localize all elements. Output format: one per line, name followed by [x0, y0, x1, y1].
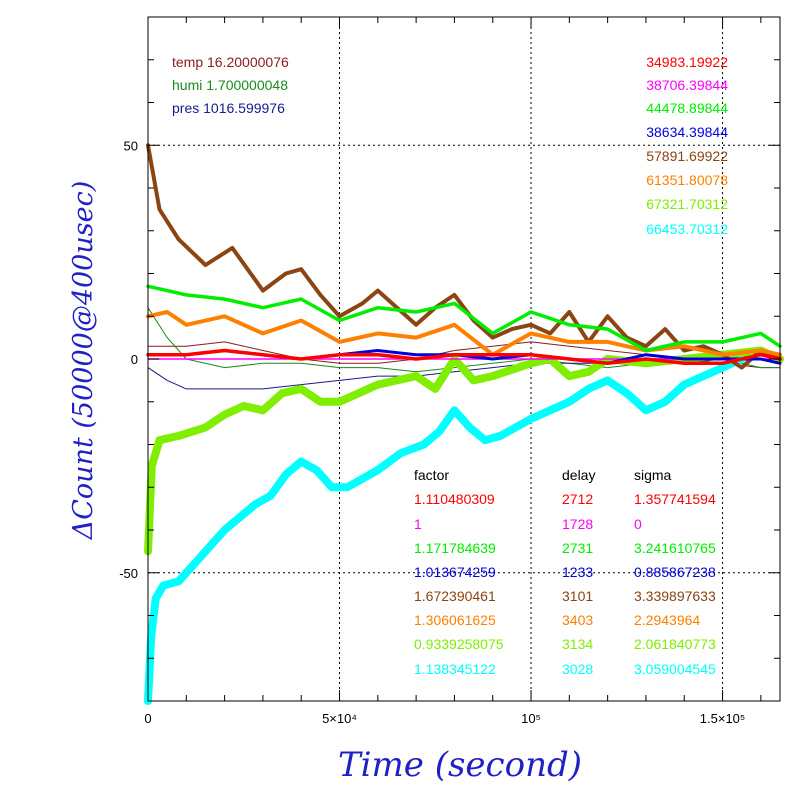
env-label-humi: humi 1.700000048	[172, 77, 288, 93]
sigma-cell-1: 1.357741594	[634, 491, 716, 507]
series-lines	[144, 143, 784, 705]
delay-cell-7: 3134	[562, 636, 593, 652]
delay-cell-4: 1233	[562, 564, 593, 580]
environment-legend: temp 16.20000076 humi 1.700000048 pres 1…	[172, 54, 289, 116]
factor-cell-2: 1	[414, 516, 422, 532]
delay-cell-3: 2731	[562, 540, 593, 556]
series-value-label-2: 38706.39844	[646, 77, 728, 93]
env-label-temp: temp 16.20000076	[172, 54, 289, 70]
delay-cell-6: 3403	[562, 612, 593, 628]
factor-cell-7: 0.9339258075	[414, 636, 504, 652]
delay-cell-8: 3028	[562, 661, 593, 677]
x-tick-label: 5×10⁴	[322, 711, 357, 726]
series-value-label-8: 66453.70312	[646, 221, 728, 237]
factor-cell-4: 1.013674259	[414, 564, 496, 580]
sigma-cell-5: 3.339897633	[634, 588, 716, 604]
y-axis-title: ΔCount (50000@400usec)	[68, 181, 99, 540]
y-tick-label: 50	[124, 138, 138, 153]
sigma-cell-2: 0	[634, 516, 642, 532]
series-value-label-6: 61351.80078	[646, 172, 728, 188]
series-line-6	[146, 310, 782, 357]
factor-cell-8: 1.138345122	[414, 661, 496, 677]
series-value-label-1: 34983.19922	[646, 54, 728, 70]
sigma-cell-3: 3.241610765	[634, 540, 716, 556]
sigma-cell-6: 2.2943964	[634, 612, 700, 628]
table-header-delay: delay	[562, 467, 595, 483]
sigma-cell-7: 2.061840773	[634, 636, 716, 652]
sigma-cell-8: 3.059004545	[634, 661, 716, 677]
series-value-label-4: 38634.39844	[646, 124, 728, 140]
x-axis-title: Time (second)	[338, 745, 582, 785]
table-header-sigma: sigma	[634, 467, 672, 483]
table-header-factor: factor	[414, 467, 449, 483]
series-line-1	[146, 348, 782, 366]
parameter-table: factor delay sigma 1.110480309 2712 1.35…	[414, 467, 716, 677]
delay-cell-1: 2712	[562, 491, 593, 507]
ticks: 0 5×10⁴ 10⁵ 1.5×10⁵ -50 0 50	[119, 16, 780, 726]
factor-cell-6: 1.306061625	[414, 612, 496, 628]
series-line-3	[146, 284, 782, 353]
delay-cell-2: 1728	[562, 516, 593, 532]
series-value-label-3: 44478.89844	[646, 100, 728, 116]
series-line-8	[144, 355, 746, 705]
series-value-label-5: 57891.69922	[646, 148, 728, 164]
factor-cell-3: 1.171784639	[414, 540, 496, 556]
factor-cell-5: 1.672390461	[414, 588, 496, 604]
series-value-legend: 34983.19922 38706.39844 44478.89844 3863…	[646, 54, 728, 237]
y-tick-label: 0	[131, 352, 138, 367]
delay-cell-5: 3101	[562, 588, 593, 604]
env-label-pres: pres 1016.599976	[172, 100, 285, 116]
sigma-cell-4: 0.885867238	[634, 564, 716, 580]
factor-cell-1: 1.110480309	[414, 491, 495, 507]
x-tick-label: 10⁵	[521, 711, 541, 726]
x-tick-label: 1.5×10⁵	[700, 711, 746, 726]
x-tick-label: 0	[144, 711, 151, 726]
y-tick-label: -50	[119, 566, 138, 581]
series-value-label-7: 67321.70312	[646, 196, 728, 212]
